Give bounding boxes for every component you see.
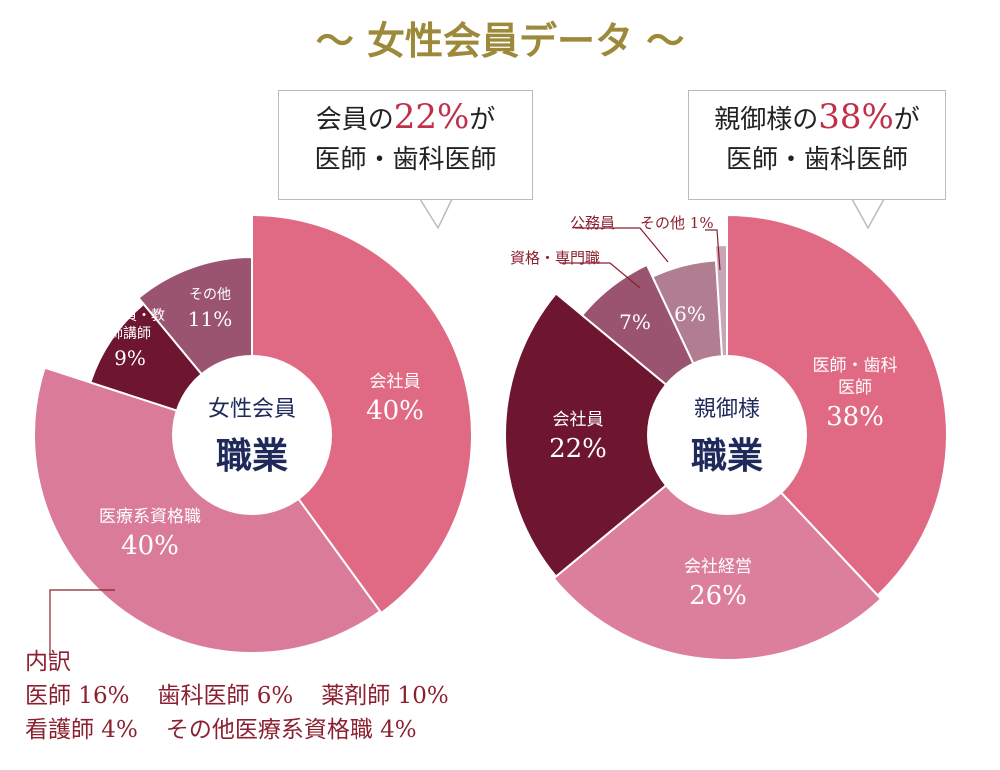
callout-tail [851, 198, 885, 230]
callout-right: 親御様の38%が 医師・歯科医師 [688, 90, 946, 200]
center-label-left: 女性会員 職業 [207, 397, 297, 477]
slice-label-medical: 医療系資格職 40% [99, 507, 201, 561]
callout-tail [419, 198, 453, 230]
donut-hole [172, 355, 332, 515]
callout-text: が [893, 105, 920, 135]
pie-slice-1-1 [552, 433, 883, 661]
slice-label-public: 公務員・教師講師 9% [95, 308, 165, 370]
callout-line2: 医師・歯科医師 [314, 145, 497, 175]
donut-hole [647, 355, 807, 515]
callout-text: 親御様の [714, 105, 819, 135]
slice-value-qualified: 7% [619, 310, 651, 334]
page-title: 〜 女性会員データ 〜 [315, 19, 685, 63]
callout-line2: 医師・歯科医師 [725, 145, 908, 175]
breakdown-item: 歯科医師 6% [157, 683, 294, 709]
leader-line [575, 227, 669, 263]
pie-slice-0-1 [33, 366, 382, 654]
pie-slice-1-2 [504, 292, 729, 578]
center-label-right: 親御様 職業 [690, 397, 764, 477]
ext-label-public: 公務員 [570, 214, 616, 232]
breakdown-item: 医師 16% [25, 683, 130, 709]
slice-label-doctor: 医師・歯科医師 38% [812, 356, 898, 432]
callout-text: 会員の [315, 105, 394, 135]
breakdown-item: 看護師 4% [25, 717, 138, 743]
leader-line [560, 262, 641, 289]
callout-highlight: 38% [818, 97, 894, 137]
ext-label-qualified: 資格・専門職 [510, 249, 601, 267]
ext-label-other: その他 1% [640, 214, 714, 232]
breakdown-item: その他医療系資格職 4% [165, 717, 417, 743]
slice-label-other: その他 11% [187, 287, 233, 331]
pie-slice-0-0 [251, 213, 473, 615]
slice-label-company: 会社員 40% [366, 372, 424, 426]
pie-slice-1-0 [726, 213, 948, 597]
slice-label-executive: 会社経営 26% [684, 557, 752, 611]
slice-value-public: 6% [674, 302, 706, 326]
leader-line [705, 229, 721, 271]
slice-label-employee: 会社員 22% [549, 410, 607, 464]
callout-left: 会員の22%が 医師・歯科医師 [278, 90, 533, 200]
breakdown-heading: 内訳 [25, 649, 71, 675]
breakdown: 内訳 医師 16% 歯科医師 6% 薬剤師 10% 看護師 4% その他医療系資格職 … [25, 645, 477, 747]
callout-highlight: 22% [393, 97, 470, 137]
leader-line [49, 589, 115, 660]
breakdown-item: 薬剤師 10% [321, 683, 449, 709]
callout-text: が [469, 105, 496, 135]
